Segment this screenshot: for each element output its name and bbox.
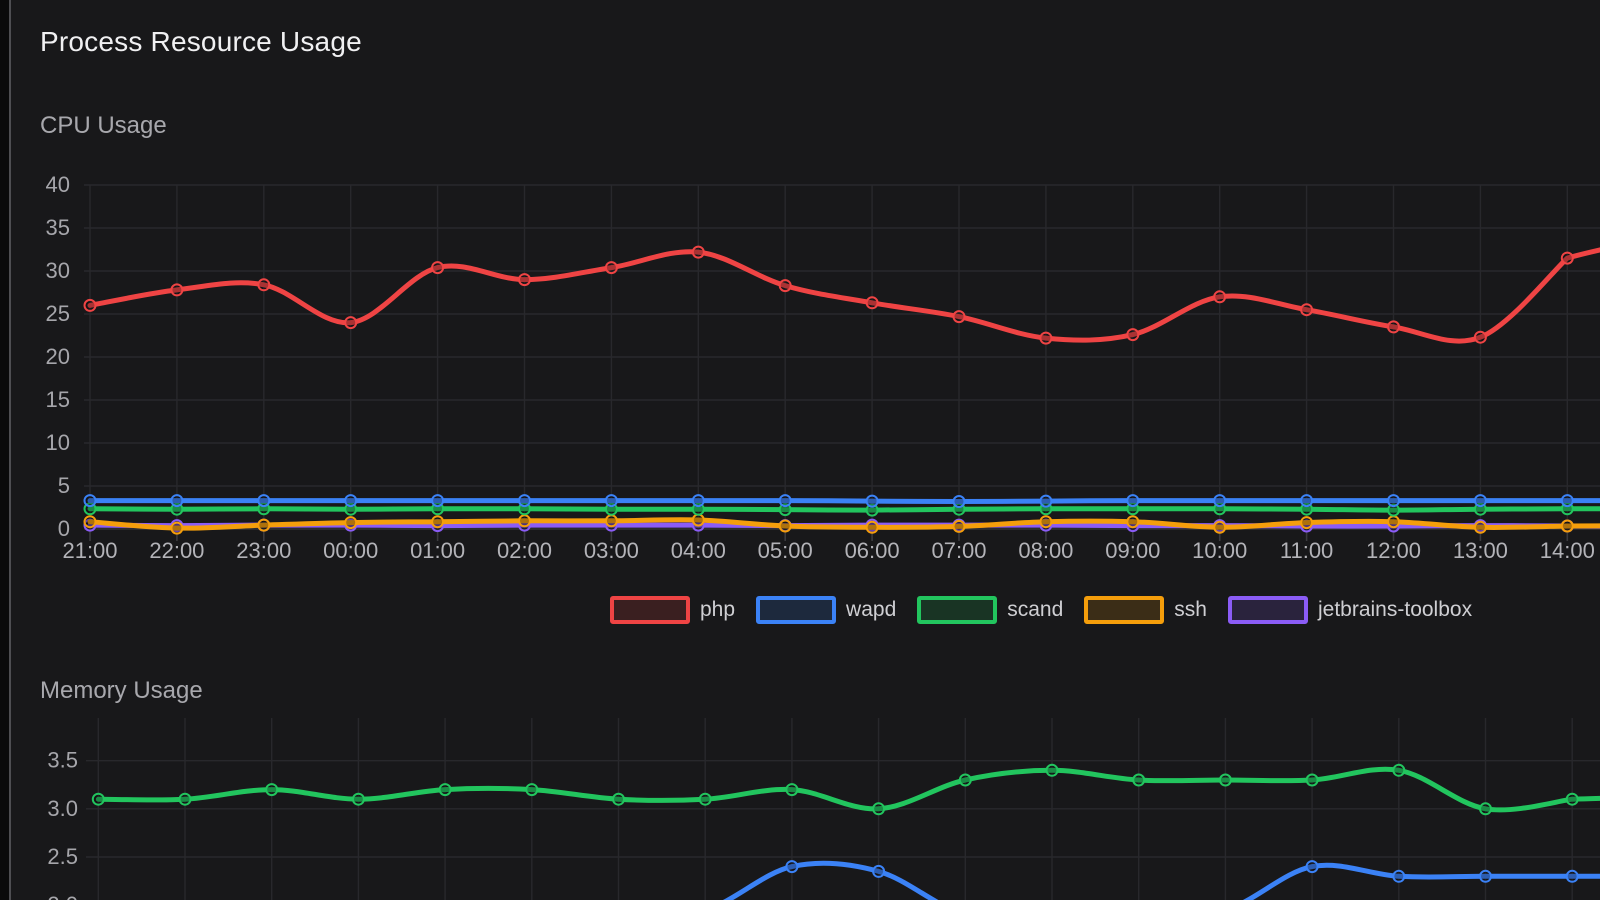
legend-item-ssh[interactable]: ssh (1084, 596, 1207, 624)
legend-swatch-ssh (1084, 596, 1165, 624)
legend-item-wapd[interactable]: wapd (756, 596, 896, 624)
legend-swatch-jetbrains-toolbox (1227, 596, 1308, 624)
page-title: Process Resource Usage (40, 26, 362, 57)
svg-text:04:00: 04:00 (671, 538, 726, 563)
svg-text:03:00: 03:00 (584, 538, 639, 563)
svg-text:20: 20 (46, 344, 70, 369)
svg-text:09:00: 09:00 (1105, 538, 1160, 563)
legend-swatch-scand (917, 596, 998, 624)
cpu-usage-chart: 21:00 22:00 23:00 00:00 01:00 02:00 03:00 04:00… (46, 172, 1600, 563)
svg-text:21:00: 21:00 (62, 538, 117, 563)
svg-text:2.5: 2.5 (47, 844, 78, 869)
svg-text:2.0: 2.0 (47, 892, 78, 900)
svg-text:35: 35 (46, 215, 70, 240)
legend-label-jetbrains-toolbox: jetbrains-toolbox (1317, 598, 1473, 621)
svg-text:13:00: 13:00 (1453, 538, 1508, 563)
svg-text:12:00: 12:00 (1366, 538, 1421, 563)
svg-text:5: 5 (58, 473, 70, 498)
legend-swatch-wapd (756, 596, 837, 624)
svg-text:15: 15 (46, 387, 70, 412)
svg-text:10: 10 (46, 430, 70, 455)
svg-text:3.5: 3.5 (47, 748, 78, 773)
svg-text:25: 25 (46, 301, 70, 326)
svg-text:07:00: 07:00 (931, 538, 986, 563)
memory-chart-title: Memory Usage (40, 677, 203, 704)
legend-item-scand[interactable]: scand (917, 596, 1063, 624)
legend-label-ssh: ssh (1174, 598, 1207, 621)
svg-text:3.0: 3.0 (47, 796, 78, 821)
svg-text:10:00: 10:00 (1192, 538, 1247, 563)
svg-text:40: 40 (46, 172, 70, 197)
svg-text:30: 30 (46, 258, 70, 283)
svg-text:11:00: 11:00 (1280, 538, 1333, 563)
svg-text:08:00: 08:00 (1018, 538, 1073, 563)
svg-text:05:00: 05:00 (758, 538, 813, 563)
legend-swatch-php (610, 596, 690, 624)
svg-text:00:00: 00:00 (323, 538, 378, 563)
svg-text:22:00: 22:00 (149, 538, 204, 563)
legend-item-php[interactable]: php (610, 596, 735, 624)
svg-text:01:00: 01:00 (410, 538, 465, 563)
window-edge (0, 0, 11, 900)
legend-item-jetbrains-toolbox[interactable]: jetbrains-toolbox (1227, 596, 1473, 624)
legend-label-wapd: wapd (846, 598, 897, 621)
svg-text:23:00: 23:00 (236, 538, 291, 563)
memory-usage-chart: 3.5 3.0 2.5 2.0 (47, 718, 1600, 900)
legend-label-php: php (700, 598, 736, 621)
cpu-chart-legend: php wapd scand ssh jetbrains-toolbox (610, 595, 1472, 625)
svg-text:06:00: 06:00 (845, 538, 900, 563)
legend-label-scand: scand (1007, 598, 1064, 621)
svg-text:14:00: 14:00 (1540, 538, 1595, 563)
svg-text:0: 0 (58, 516, 70, 541)
cpu-chart-title: CPU Usage (40, 112, 167, 139)
svg-text:02:00: 02:00 (497, 538, 552, 563)
